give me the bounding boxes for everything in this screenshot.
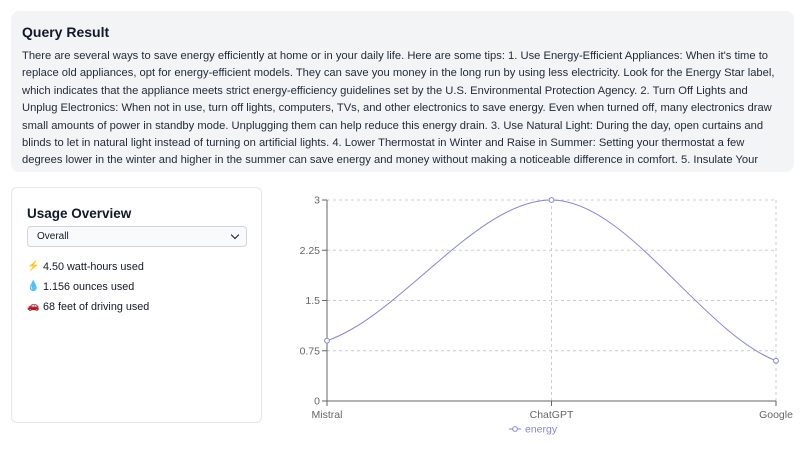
usage-overview-title: Usage Overview (27, 206, 132, 221)
energy-stat-text: 4.50 watt-hours used (43, 261, 144, 273)
y-tick-label: 0.75 (300, 345, 320, 357)
query-result-title: Query Result (22, 24, 110, 40)
x-tick-label: Google (759, 409, 793, 421)
usage-filter-select[interactable]: Overall (27, 226, 247, 247)
lightning-icon: ⚡ (27, 261, 40, 272)
water-stat: 💧 1.156 ounces used (27, 277, 246, 297)
energy-stat: ⚡ 4.50 watt-hours used (27, 257, 246, 277)
water-stat-text: 1.156 ounces used (43, 281, 135, 293)
data-point (548, 197, 555, 203)
y-tick-label: 0 (314, 396, 320, 408)
usage-filter-value: Overall (37, 231, 69, 242)
energy-line-chart: 0 0.75 1.5 2.25 3 Mistral ChatGPT Google energy (300, 195, 793, 436)
y-tick-label: 3 (314, 195, 320, 207)
usage-overview-card: Usage Overview Overall ⚡ 4.50 watt-hours… (11, 187, 262, 423)
y-tick-label: 1.5 (305, 295, 320, 307)
y-tick-label: 2.25 (300, 245, 320, 257)
query-result-text: There are several ways to save energy ef… (22, 50, 775, 172)
x-tick-label: Mistral (312, 409, 343, 421)
car-icon: 🚗 (27, 301, 40, 312)
driving-stat: 🚗 68 feet of driving used (27, 297, 246, 317)
legend-label: energy (525, 424, 558, 436)
query-result-panel: Query Result There are several ways to s… (11, 11, 794, 172)
water-drop-icon: 💧 (27, 281, 40, 292)
data-point (773, 357, 779, 364)
driving-stat-text: 68 feet of driving used (43, 301, 150, 313)
x-tick-label: ChatGPT (530, 409, 574, 421)
legend-marker (512, 426, 518, 432)
chevron-down-icon (230, 230, 240, 240)
data-point (324, 337, 330, 344)
